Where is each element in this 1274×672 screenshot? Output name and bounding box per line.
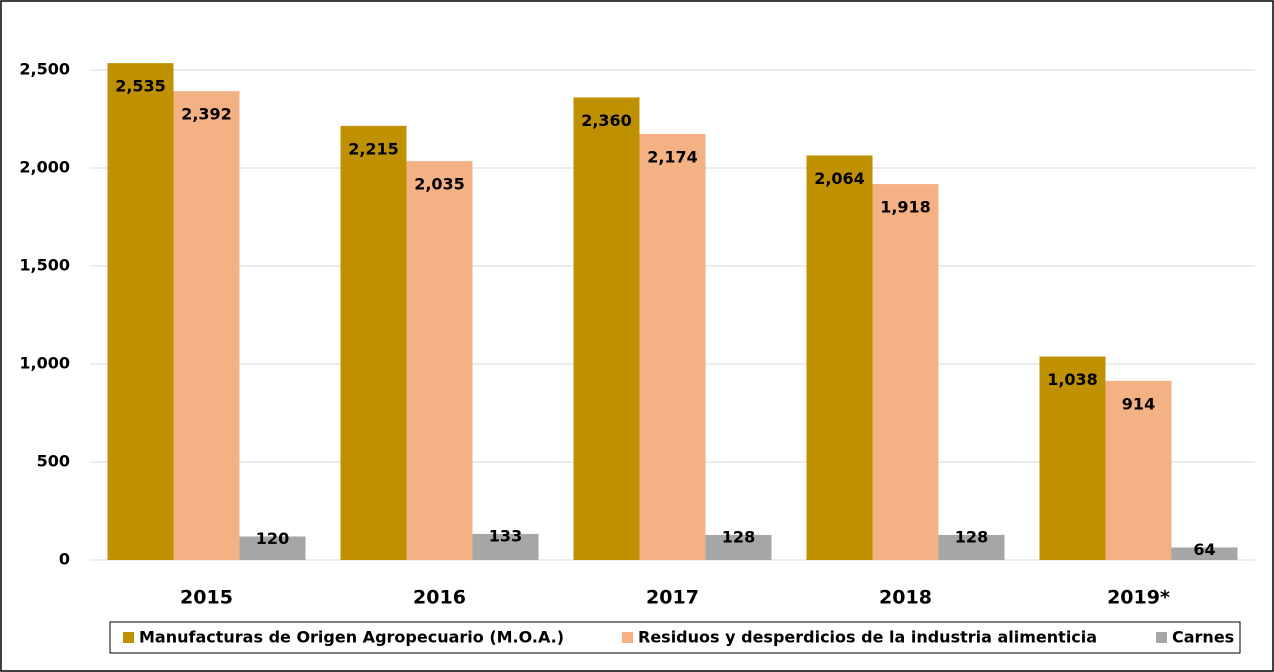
- bar: [872, 184, 939, 560]
- x-tick-label: 2017: [646, 587, 699, 609]
- y-tick-label: 1,500: [19, 256, 70, 275]
- x-tick-label: 2015: [180, 587, 233, 609]
- legend-swatch: [622, 632, 633, 643]
- data-label: 120: [256, 529, 289, 548]
- data-label: 2,035: [414, 175, 465, 194]
- bar: [639, 133, 706, 560]
- bar: [705, 534, 772, 560]
- data-label: 2,174: [647, 147, 698, 166]
- y-tick-label: 1,000: [19, 354, 70, 373]
- data-label: 2,392: [181, 105, 232, 124]
- bar: [173, 91, 240, 560]
- y-tick-label: 2,000: [19, 158, 70, 177]
- y-tick-label: 2,500: [19, 60, 70, 79]
- data-label: 64: [1193, 540, 1215, 559]
- bar: [1171, 547, 1238, 560]
- legend-box: [109, 621, 1241, 654]
- bar: [239, 536, 306, 560]
- legend-label: Carnes: [1172, 628, 1234, 647]
- x-tick-label: 2019*: [1107, 587, 1170, 609]
- data-label: 128: [722, 527, 755, 546]
- legend-label: Residuos y desperdicios de la industria …: [638, 628, 1097, 647]
- y-tick-label: 0: [59, 550, 70, 569]
- bar: [1105, 380, 1172, 560]
- bar: [107, 63, 174, 560]
- data-label: 914: [1122, 394, 1155, 413]
- bar: [1039, 356, 1106, 560]
- bar: [340, 125, 407, 561]
- legend-swatch: [123, 632, 134, 643]
- bar: [472, 533, 539, 560]
- data-label: 2,360: [581, 111, 632, 130]
- legend-label: Manufacturas de Origen Agropecuario (M.O…: [139, 628, 564, 647]
- data-label: 133: [489, 526, 522, 545]
- data-label: 2,535: [115, 77, 166, 96]
- bar: [806, 155, 873, 560]
- y-tick-label: 500: [37, 452, 70, 471]
- bar: [573, 97, 640, 560]
- data-label: 1,038: [1047, 370, 1098, 389]
- bar: [406, 161, 473, 560]
- bar: [938, 534, 1005, 560]
- x-tick-label: 2018: [879, 587, 932, 609]
- data-label: 2,215: [348, 139, 399, 158]
- data-label: 1,918: [880, 198, 931, 217]
- data-label: 128: [955, 527, 988, 546]
- x-tick-label: 2016: [413, 587, 466, 609]
- legend-swatch: [1156, 632, 1167, 643]
- data-label: 2,064: [814, 169, 865, 188]
